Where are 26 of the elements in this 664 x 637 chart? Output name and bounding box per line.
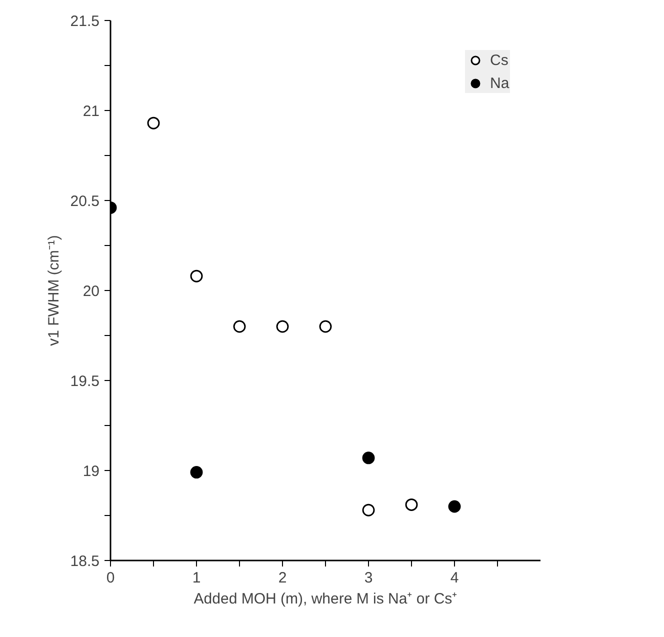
point xyxy=(147,116,160,130)
y-tick-label: 21.5 xyxy=(70,13,100,30)
x-tick-label: 4 xyxy=(450,570,459,586)
point xyxy=(190,270,203,282)
y-tick-label: 21 xyxy=(82,103,100,120)
point xyxy=(190,466,203,479)
y-tick-label: 19 xyxy=(82,463,100,480)
point xyxy=(405,498,418,511)
x-tick-label: 2 xyxy=(278,570,287,586)
point xyxy=(448,500,461,513)
y-axis-title: v1 FWHM (cm⁻¹) xyxy=(45,235,62,346)
point xyxy=(362,504,375,516)
x-tick-label: 0 xyxy=(106,570,115,586)
x-tick-label: 3 xyxy=(364,570,373,586)
legend-label: Cs xyxy=(490,52,510,68)
y-tick-label: 18.5 xyxy=(70,553,100,570)
legend-label: Na xyxy=(490,74,510,92)
x-axis-title: Added MOH (m), where M is Na⁺ or Cs⁺ xyxy=(194,590,458,608)
y-tick-label: 19.5 xyxy=(70,373,100,390)
point xyxy=(319,320,332,333)
point xyxy=(276,320,289,333)
point xyxy=(233,320,246,333)
x-tick-label: 1 xyxy=(192,570,201,586)
y-tick-label: 20 xyxy=(82,283,100,300)
y-tick-label: 20.5 xyxy=(70,193,100,210)
point xyxy=(362,452,375,464)
